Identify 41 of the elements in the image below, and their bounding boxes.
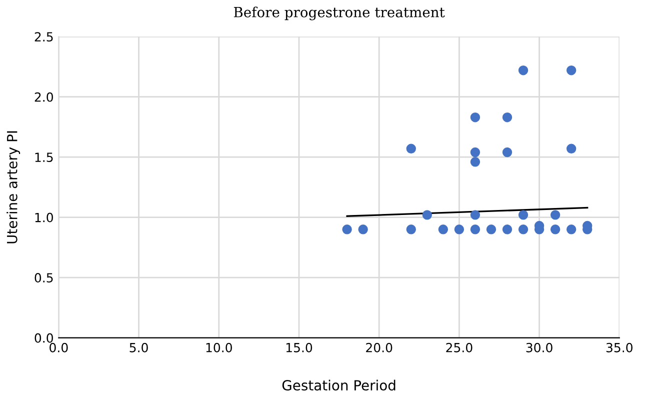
- point: [470, 210, 480, 220]
- y-tick-label: 0.0: [34, 333, 53, 343]
- point: [518, 210, 528, 220]
- x-tick-label: 20.0: [366, 342, 392, 352]
- point: [566, 224, 576, 234]
- point: [470, 112, 480, 122]
- point: [470, 224, 480, 234]
- point: [470, 147, 480, 158]
- y-tick-label: 1.5: [35, 152, 53, 162]
- x-tick-label: 5.0: [130, 342, 148, 352]
- y-tick-label: 0.5: [34, 273, 53, 282]
- x-tick-label: 30.0: [526, 342, 552, 352]
- point: [406, 224, 416, 234]
- x-axis-title: Gestation Period: [282, 380, 396, 391]
- point: [566, 144, 576, 154]
- y-tick-label: 1.0: [35, 212, 53, 222]
- x-tick-label: 10.0: [206, 342, 232, 352]
- x-tick-label: 35.0: [606, 342, 632, 352]
- point: [358, 224, 368, 234]
- point: [566, 66, 576, 76]
- point: [550, 224, 560, 234]
- y-tick-label: 2.0: [34, 92, 53, 102]
- point: [342, 224, 352, 234]
- y-tick-label: 2.5: [34, 32, 53, 42]
- point: [438, 224, 448, 234]
- point: [502, 147, 512, 158]
- point: [470, 157, 480, 167]
- x-tick-label: 25.0: [446, 342, 472, 352]
- x-tick-label: 0.0: [50, 342, 68, 352]
- point: [550, 210, 560, 220]
- point: [518, 66, 528, 76]
- point: [518, 224, 528, 234]
- point: [422, 210, 432, 220]
- point: [502, 224, 512, 234]
- chart-title: Before progestrone treatment: [234, 6, 445, 20]
- x-tick-label: 15.0: [286, 342, 312, 352]
- point: [502, 112, 512, 122]
- y-axis-title: Uterine artery PI: [6, 131, 20, 244]
- point: [406, 144, 416, 154]
- point: [454, 224, 464, 234]
- point: [486, 224, 496, 234]
